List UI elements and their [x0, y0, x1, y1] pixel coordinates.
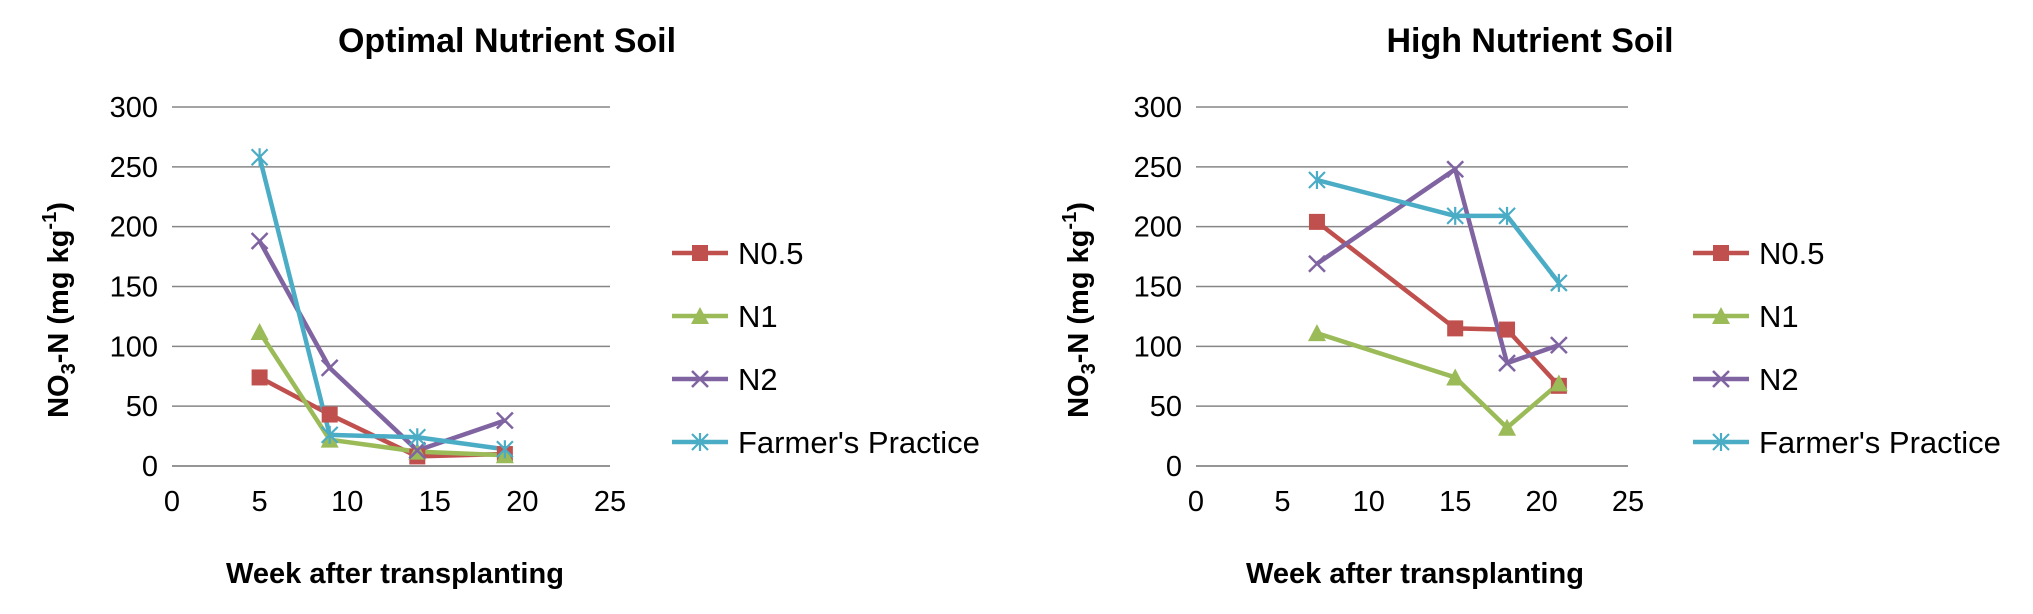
x-tick-label: 5: [1274, 486, 1290, 518]
y-tick-label: 100: [1134, 331, 1182, 363]
data-point: [1499, 321, 1516, 338]
data-point: [1446, 368, 1465, 386]
legend-marker: [691, 307, 709, 324]
y-tick-label: 100: [110, 331, 158, 363]
data-point: [1308, 254, 1326, 273]
data-point: [250, 148, 269, 167]
x-tick-label: 5: [252, 486, 268, 518]
y-tick-label: 200: [1134, 212, 1182, 244]
x-tick-label: 15: [1439, 486, 1471, 518]
legend: N0.5 N1 N2 Farmer's Practice: [1693, 236, 2001, 460]
x-tick-label: 10: [331, 486, 363, 518]
y-tick-label: 250: [110, 152, 158, 184]
legend-label: Farmer's Practice: [1759, 425, 2001, 460]
y-tick-label: 300: [1134, 92, 1182, 124]
y-tick-label: 150: [1134, 272, 1182, 304]
data-point: [320, 358, 339, 377]
y-tick-label: 200: [110, 212, 158, 244]
series-line-n0-5: [1315, 220, 1561, 388]
legend-label: N1: [1759, 299, 1799, 334]
x-tick-labels: 0 5 10 15 20 25: [1188, 486, 1644, 518]
y-axis-title: NO3-N (mg kg-1): [39, 202, 80, 418]
data-point: [1498, 418, 1517, 436]
legend-label: N2: [738, 362, 778, 397]
data-point: [1308, 213, 1325, 230]
plot-area: [1307, 160, 1568, 436]
legend-marker: [692, 245, 708, 261]
chart-title: High Nutrient Soil: [1386, 22, 1673, 60]
x-tick-label: 0: [1188, 486, 1204, 518]
data-point: [1307, 324, 1326, 342]
data-point: [495, 411, 514, 430]
data-point: [408, 441, 427, 460]
legend-label: N0.5: [738, 236, 803, 271]
x-tick-label: 20: [1525, 486, 1557, 518]
legend-marker: [691, 433, 709, 451]
y-tick-label: 50: [1150, 391, 1182, 423]
data-point: [1498, 206, 1516, 225]
chart-title: Optimal Nutrient Soil: [338, 22, 676, 60]
y-tick-label: 300: [110, 92, 158, 124]
y-axis-title: NO3-N (mg kg-1): [1059, 202, 1100, 418]
x-axis-title: Week after transplanting: [226, 558, 564, 590]
x-tick-label: 0: [164, 486, 180, 518]
x-tick-label: 10: [1353, 486, 1385, 518]
data-point: [321, 406, 338, 423]
y-tick-label: 250: [1134, 152, 1182, 184]
legend-label: N1: [738, 299, 778, 334]
x-tick-label: 15: [419, 486, 451, 518]
chart-optimal-nutrient-soil: Optimal Nutrient Soil 050100150200250300…: [39, 22, 980, 590]
legend-label: N0.5: [1759, 236, 1824, 271]
x-tick-label: 25: [1612, 486, 1644, 518]
legend-marker: [1712, 307, 1730, 324]
data-point: [1447, 320, 1464, 337]
x-tick-label: 25: [594, 486, 626, 518]
chart-high-nutrient-soil: High Nutrient Soil 0 50 100 150 200 250 300 0 5…: [1059, 22, 2001, 590]
data-point: [1446, 160, 1465, 179]
data-point: [250, 232, 269, 250]
x-axis-title: Week after transplanting: [1246, 558, 1584, 590]
data-point: [1550, 273, 1568, 292]
series-line-n2: [1315, 166, 1560, 366]
series-line-farmer-s-practice: [1316, 177, 1561, 285]
legend-label: N2: [1759, 362, 1799, 397]
data-point: [1549, 336, 1568, 355]
data-point: [1549, 374, 1568, 392]
x-tick-labels: 0 5 10 15 20 25: [164, 486, 626, 518]
y-tick-label: 150: [110, 272, 158, 304]
data-point: [1446, 206, 1464, 225]
legend-marker: [691, 370, 709, 388]
series-line-farmer-s-practice: [257, 156, 506, 452]
legend: N0.5 N1 N2 Farmer's Practice: [672, 236, 980, 460]
legend-marker: [1713, 245, 1729, 261]
data-point: [320, 425, 339, 444]
data-point: [1498, 354, 1516, 372]
data-point: [251, 369, 268, 386]
legend-label: Farmer's Practice: [738, 425, 980, 460]
series-line-n1: [1316, 331, 1561, 430]
legend-marker: [1712, 433, 1730, 451]
y-tick-labels: 0 50 100 150 200 250 300: [110, 92, 158, 483]
y-tick-label: 0: [142, 451, 158, 483]
legend-marker: [1712, 370, 1730, 388]
y-tick-labels: 0 50 100 150 200 250 300: [1134, 92, 1182, 483]
data-point: [496, 440, 514, 459]
series-line-n1: [257, 330, 505, 458]
data-point: [250, 322, 269, 340]
plot-area: [250, 148, 514, 465]
y-tick-label: 0: [1166, 451, 1182, 483]
y-tick-label: 50: [126, 391, 158, 423]
gridlines: [172, 106, 610, 467]
data-point: [1308, 170, 1326, 189]
data-point: [408, 428, 427, 447]
x-tick-label: 20: [506, 486, 538, 518]
